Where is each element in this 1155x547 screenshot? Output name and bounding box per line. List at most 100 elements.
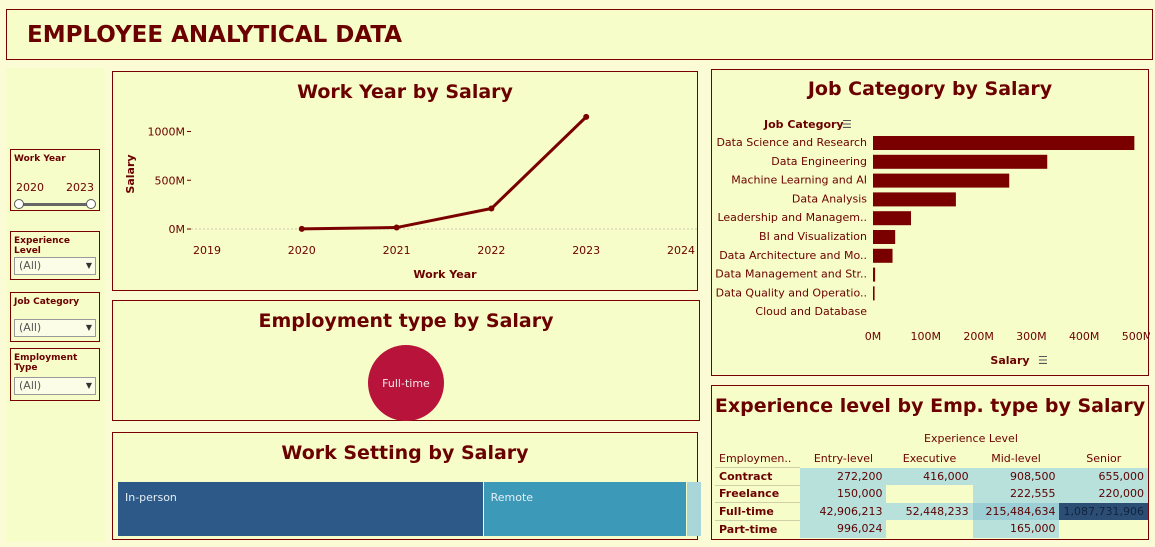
- y-axis-header: Job Category: [763, 118, 844, 131]
- pie-slice-full-time: [368, 345, 444, 421]
- x-axis-label: Salary: [990, 354, 1029, 367]
- heatmap-cell: [886, 485, 973, 503]
- employment-type-row-header: Employmen..: [719, 452, 792, 465]
- y-tick-label: 500M: [155, 174, 186, 187]
- x-tick-label: 500M: [1122, 330, 1150, 343]
- employment-chart-title: Employment type by Salary: [258, 310, 554, 332]
- work-year-max: 2023: [66, 181, 94, 194]
- treemap-cell: [686, 482, 701, 536]
- work-year-line-chart: 0M 500M 1000M 2019 2020 2021 2022 2023 2024 Work …: [124, 113, 697, 281]
- experience-table-title: Experience level by Emp. type by Salary: [714, 395, 1146, 417]
- chevron-down-icon: ▼: [85, 381, 92, 390]
- x-tick-label: 0M: [865, 330, 882, 343]
- salary-bar: [873, 248, 893, 263]
- category-label: Data Management and Str..: [715, 268, 867, 281]
- sort-icon: ☰: [842, 118, 852, 131]
- chevron-down-icon: ▼: [85, 261, 92, 270]
- category-label: Data Engineering: [771, 155, 867, 168]
- row-label: Part-time: [715, 519, 801, 538]
- experience-heatmap-table: Employmen.. Entry-level Executive Mid-le…: [715, 450, 1148, 538]
- x-tick-label: 2019: [193, 244, 221, 257]
- data-point: [298, 225, 305, 232]
- dashboard-title: EMPLOYEE ANALYTICAL DATA: [27, 22, 403, 48]
- job-category-bar-chart: Job Category☰Data Science and ResearchDa…: [715, 118, 1150, 367]
- heatmap-cell: [886, 520, 973, 538]
- category-label: Data Analysis: [792, 192, 867, 205]
- data-point: [393, 224, 400, 231]
- employment-pie-chart: Full-time: [368, 345, 444, 421]
- heatmap-cell: [1059, 520, 1148, 538]
- employment-type-filter-label: Employment Type: [14, 353, 78, 373]
- employment-type-dropdown[interactable]: (All) ▼: [14, 377, 96, 395]
- data-point: [488, 205, 495, 212]
- employment-type-value: (All): [19, 379, 42, 392]
- x-axis-label: Work Year: [413, 268, 477, 281]
- category-label: Cloud and Database: [755, 305, 867, 318]
- column-header: Senior: [1086, 452, 1122, 466]
- dashboard-header: EMPLOYEE ANALYTICAL DATA: [6, 9, 1153, 60]
- heatmap-cell: 1,087,731,906: [1059, 502, 1148, 520]
- x-tick-label: 2024: [667, 244, 695, 257]
- row-label: Contract: [715, 467, 801, 485]
- experience-level-filter-label: Experience Level: [14, 236, 70, 256]
- experience-level-filter: Experience Level (All) ▼: [10, 231, 100, 280]
- heatmap-cell: 416,000: [886, 467, 973, 485]
- job-category-dropdown[interactable]: (All) ▼: [14, 319, 96, 337]
- heatmap-cell: 150,000: [800, 485, 887, 503]
- employment-chart-panel: Employment type by Salary Full-time: [112, 300, 700, 421]
- category-label: Data Architecture and Mo..: [719, 249, 867, 262]
- x-tick-label: 2020: [288, 244, 316, 257]
- job-category-chart-panel: Job Category by Salary Job Category ☰ Data…: [711, 69, 1150, 376]
- column-header: Mid-level: [991, 452, 1041, 466]
- work-year-min: 2020: [16, 181, 44, 194]
- salary-bar: [873, 211, 912, 226]
- column-header: Executive: [902, 452, 957, 466]
- salary-bar: [873, 267, 876, 282]
- category-label: Machine Learning and AI: [731, 174, 867, 187]
- category-label: Leadership and Managem..: [717, 211, 867, 224]
- x-tick-label: 300M: [1016, 330, 1047, 343]
- x-tick-label: 200M: [963, 330, 994, 343]
- work-year-filter: Work Year 2020 2023: [10, 149, 100, 211]
- row-label: Freelance: [715, 484, 801, 503]
- salary-bar: [873, 230, 896, 244]
- table-row: Full-time 42,906,213 52,448,233 215,484,634…: [715, 502, 1148, 520]
- treemap-cell: Remote: [483, 482, 686, 536]
- experience-level-dropdown[interactable]: (All) ▼: [14, 257, 96, 275]
- heatmap-cell: 655,000: [1059, 467, 1148, 485]
- experience-table-panel: Experience level by Emp. type by Salary …: [711, 385, 1149, 540]
- employment-type-filter: Employment Type (All) ▼: [10, 348, 100, 401]
- treemap-cell: In-person: [118, 482, 483, 536]
- heatmap-cell: 272,200: [800, 467, 887, 485]
- salary-series-line: [301, 115, 588, 231]
- work-year-slider-max-handle[interactable]: [86, 199, 96, 209]
- table-header-row: Employmen.. Entry-level Executive Mid-le…: [715, 450, 1148, 468]
- heatmap-cell: 215,484,634: [972, 502, 1060, 520]
- table-row: Part-time 996,024 165,000: [715, 519, 1148, 538]
- salary-bar: [873, 286, 875, 301]
- job-category-filter: Job Category (All) ▼: [10, 292, 100, 342]
- experience-level-column-header: Experience Level: [924, 432, 1018, 445]
- heatmap-cell: 220,000: [1059, 485, 1148, 503]
- work-setting-chart-panel: Work Setting by Salary In-person Remote: [112, 432, 701, 540]
- heatmap-cell: 908,500: [972, 467, 1060, 485]
- work-year-filter-label: Work Year: [14, 154, 66, 164]
- row-label: Full-time: [715, 502, 801, 520]
- job-category-filter-label: Job Category: [14, 297, 80, 307]
- work-year-chart-panel: Work Year by Salary 0M 500M 1000M 2019 2020 2…: [112, 71, 698, 291]
- pie-slice-label: Full-time: [382, 377, 430, 390]
- filter-sidebar: Work Year 2020 2023 Experience Level (Al…: [6, 68, 105, 542]
- x-tick-label: 100M: [911, 330, 942, 343]
- sort-icon: ☰: [1038, 354, 1048, 367]
- category-label: Data Science and Research: [716, 136, 867, 149]
- table-row: Freelance 150,000 222,555 220,000: [715, 484, 1148, 503]
- salary-bar: [873, 136, 1135, 150]
- category-label: Data Quality and Operatio..: [716, 286, 867, 299]
- heatmap-cell: 165,000: [972, 520, 1060, 538]
- work-year-slider-min-handle[interactable]: [14, 199, 24, 209]
- work-year-slider-track[interactable]: [19, 203, 91, 206]
- table-row: Contract 272,200 416,000 908,500 655,000: [715, 467, 1148, 485]
- heatmap-cell: 42,906,213: [800, 502, 887, 520]
- job-category-chart-title: Job Category by Salary: [807, 78, 1053, 100]
- salary-bar: [873, 173, 1010, 188]
